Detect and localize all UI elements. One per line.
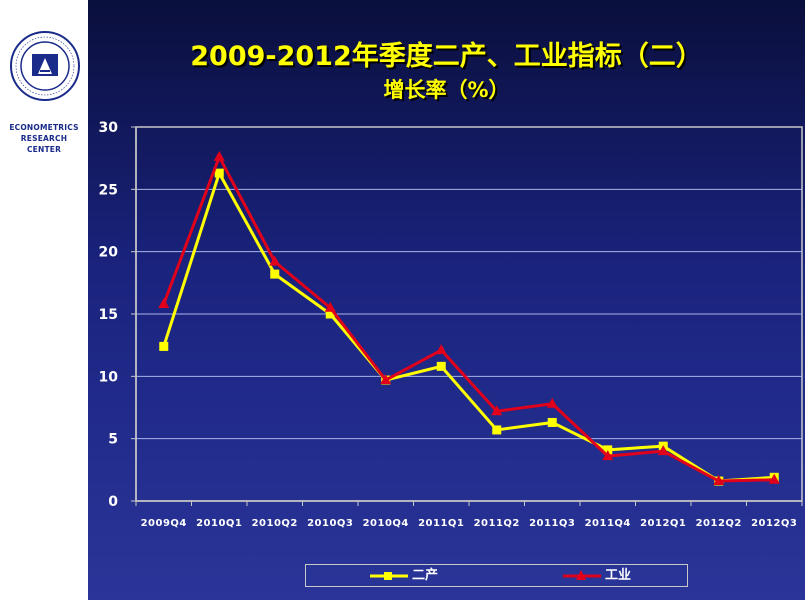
- x-tick-label: 2010Q3: [307, 518, 353, 529]
- legend-square-marker-icon: [370, 572, 408, 580]
- y-tick-label: 20: [99, 245, 119, 261]
- data-point-triangle: [213, 150, 225, 161]
- x-tick-labels: 2009Q4 2010Q1 2010Q2 2010Q3 2010Q4 2011Q1 2011…: [141, 518, 797, 529]
- data-point-triangle: [158, 298, 170, 309]
- y-tick-label: 30: [99, 120, 119, 136]
- data-point-triangle: [435, 344, 447, 355]
- x-tick-label: 2012Q1: [640, 518, 686, 529]
- legend-label-erchan: 二产: [412, 568, 439, 583]
- data-point-triangle: [324, 301, 336, 312]
- data-series: [158, 150, 780, 486]
- x-tick-label: 2012Q2: [696, 518, 742, 529]
- research-center-name: ECONOMETRICS RESEARCH CENTER: [0, 122, 88, 155]
- center-name-line: CENTER: [26, 145, 62, 154]
- x-tick-label: 2011Q2: [474, 518, 520, 529]
- grid-lines: [136, 188, 802, 440]
- y-tick-label: 0: [108, 494, 118, 510]
- data-point-triangle: [713, 475, 725, 486]
- y-tick-label: 25: [99, 182, 118, 198]
- y-tick-labels: 0 5 10 15 20 25 30: [99, 120, 119, 510]
- series-erchan: [159, 168, 779, 486]
- x-tick-label: 2012Q3: [751, 518, 797, 529]
- y-tick-label: 5: [108, 432, 118, 448]
- data-point-triangle: [491, 405, 503, 416]
- x-tick-label: 2011Q3: [529, 518, 575, 529]
- data-point-square: [270, 269, 280, 279]
- data-point-square: [214, 168, 224, 178]
- data-point-square: [159, 341, 169, 351]
- data-point-square: [547, 417, 557, 427]
- y-tick-label: 15: [99, 307, 118, 323]
- axes: [131, 126, 803, 506]
- data-point-triangle: [380, 374, 392, 385]
- legend-triangle-marker-icon: [563, 570, 601, 580]
- x-tick-label: 2010Q2: [252, 518, 298, 529]
- data-point-triangle: [657, 445, 669, 456]
- line-chart: 0 5 10 15 20 25 30 2009Q4 2010Q1 2010Q2 2010Q3 201…: [99, 120, 803, 529]
- legend: 二产 工业: [305, 564, 688, 587]
- series-line: [162, 155, 775, 483]
- legend-label-gongye: 工业: [605, 568, 632, 583]
- data-point-triangle: [546, 397, 558, 408]
- center-name-line: RESEARCH: [20, 134, 68, 143]
- data-point-triangle: [269, 255, 281, 266]
- center-name-line: ECONOMETRICS: [9, 123, 79, 132]
- x-tick-label: 2010Q4: [363, 518, 409, 529]
- data-point-triangle: [768, 473, 780, 484]
- x-tick-label: 2011Q4: [585, 518, 631, 529]
- data-point-square: [325, 309, 335, 319]
- chart-subtitle: 增长率（%）: [383, 78, 510, 102]
- data-point-square: [603, 445, 613, 455]
- data-point-square: [436, 361, 446, 371]
- x-tick-label: 2009Q4: [141, 518, 187, 529]
- x-tick-label: 2010Q1: [196, 518, 242, 529]
- data-point-square: [492, 425, 502, 435]
- institute-seal-logo-icon: [10, 31, 80, 101]
- data-point-triangle: [602, 450, 614, 461]
- x-tick-label: 2011Q1: [418, 518, 464, 529]
- series-gongye: [158, 150, 780, 486]
- series-line: [162, 171, 775, 483]
- chart-title: 2009-2012年季度二产、工业指标（二）: [190, 41, 703, 72]
- y-tick-label: 10: [99, 369, 119, 385]
- sidebar: ECONOMETRICS RESEARCH CENTER: [0, 0, 88, 600]
